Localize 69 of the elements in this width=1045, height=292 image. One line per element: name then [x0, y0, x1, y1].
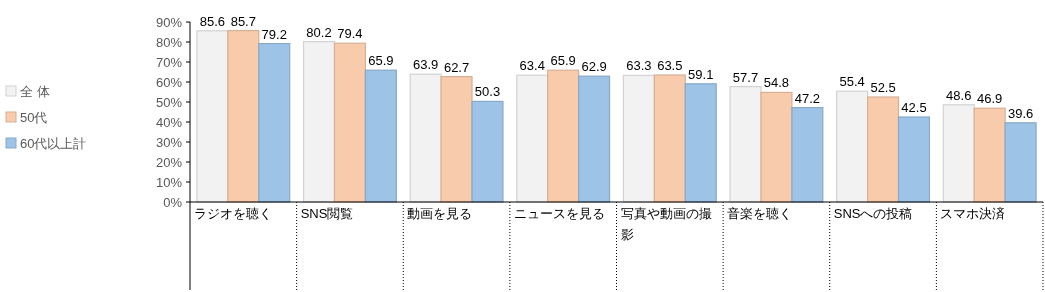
- bar: [547, 69, 580, 203]
- data-label: 39.6: [1007, 105, 1034, 121]
- y-tick-label: 70%: [155, 54, 183, 70]
- x-tick-label: SNSへの投稿: [833, 206, 913, 221]
- legend-label: 全 体: [20, 83, 50, 99]
- data-label: 63.4: [519, 58, 545, 74]
- bar: [364, 69, 397, 203]
- y-tick-label: 90%: [155, 14, 183, 30]
- data-label: 54.8: [763, 75, 790, 91]
- y-tick-label: 50%: [155, 94, 183, 110]
- bar: [1004, 122, 1037, 203]
- bar: [897, 116, 931, 203]
- bar: [578, 75, 611, 203]
- data-label: 46.9: [977, 91, 1003, 107]
- legend-label: 50代: [20, 109, 48, 125]
- x-tick-label: SNS閲覧: [300, 206, 354, 221]
- bar: [791, 107, 824, 203]
- data-label: 85.7: [230, 13, 256, 29]
- data-label: 42.5: [901, 100, 927, 115]
- data-label: 65.9: [368, 53, 394, 69]
- data-label: 57.7: [732, 69, 759, 85]
- data-label: 65.9: [550, 53, 576, 69]
- data-label: 63.9: [412, 57, 439, 73]
- y-tick-label: 60%: [155, 74, 183, 90]
- bar: [729, 86, 762, 203]
- data-label: 62.9: [581, 59, 607, 75]
- y-tick-label: 10%: [155, 174, 183, 190]
- bar: [196, 30, 229, 203]
- data-label: 63.5: [657, 58, 683, 73]
- data-label: 52.5: [870, 80, 896, 95]
- x-tick-label: 写真や動画の撮影: [620, 206, 712, 242]
- y-tick-label: 20%: [155, 154, 183, 170]
- data-label: 62.7: [443, 59, 470, 75]
- x-tick-label: 音楽を聴く: [727, 206, 793, 221]
- y-tick-label: 0%: [163, 194, 183, 210]
- bar: [836, 90, 869, 203]
- y-tick-label: 40%: [155, 114, 183, 130]
- data-label: 47.2: [794, 90, 821, 106]
- data-label: 79.4: [337, 26, 363, 42]
- x-tick-label: ラジオを聴く: [194, 206, 272, 221]
- bar: [516, 74, 549, 203]
- bar: [942, 104, 975, 203]
- x-tick-label: スマホ決済: [940, 206, 1006, 221]
- bar: [471, 100, 504, 203]
- bar: [760, 91, 793, 203]
- bar: [302, 41, 336, 203]
- legend-label: 60代以上計: [20, 135, 87, 151]
- x-tick-label: 動画を見る: [407, 206, 473, 221]
- bar: [653, 74, 686, 203]
- bar: [409, 73, 442, 203]
- bar: [333, 42, 366, 203]
- data-label: 80.2: [306, 24, 332, 40]
- bar: [258, 43, 291, 203]
- data-label: 50.3: [474, 84, 501, 100]
- bar: [440, 76, 473, 203]
- data-label: 55.4: [839, 74, 865, 90]
- y-tick-label: 30%: [155, 134, 183, 150]
- data-label: 85.6: [199, 13, 226, 29]
- y-tick-label: 80%: [155, 34, 183, 50]
- data-label: 79.2: [261, 26, 287, 42]
- bar: [973, 107, 1006, 203]
- data-label: 59.1: [688, 66, 714, 82]
- data-label: 63.3: [626, 58, 652, 74]
- x-tick-label: ニュースを見る: [513, 206, 605, 221]
- bar: [227, 30, 260, 203]
- bar: [867, 96, 900, 203]
- bar: [684, 83, 717, 203]
- data-label: 48.6: [946, 87, 972, 103]
- bar: [622, 74, 655, 203]
